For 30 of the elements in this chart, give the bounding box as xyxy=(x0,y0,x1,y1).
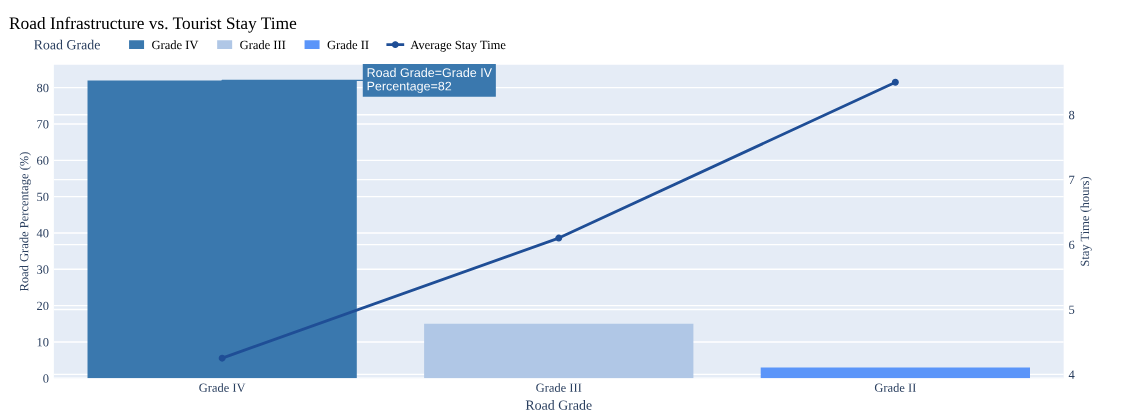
x-tick-label: Grade II xyxy=(874,383,916,392)
legend-label: Grade II xyxy=(327,40,369,50)
y-tick-label: 20 xyxy=(37,301,49,311)
point xyxy=(891,78,899,86)
y-tick-label: 0 xyxy=(43,374,49,383)
chart-title: Road Infrastructure vs. Tourist Stay Time xyxy=(9,16,297,33)
y2-tick-label: 7 xyxy=(1069,175,1075,185)
annotation: Road Grade=Grade IV Percentage=82 xyxy=(367,67,492,93)
y2-tick-label: 8 xyxy=(1068,110,1075,120)
y-tick-label: 70 xyxy=(37,120,49,129)
legend-title: Road Grade xyxy=(525,400,592,410)
y-tick-label: 50 xyxy=(37,192,49,202)
x-tick-label: Grade III xyxy=(536,383,582,392)
y2-tick-label: 5 xyxy=(1069,305,1075,314)
y-tick-label: 40 xyxy=(36,229,49,238)
legend-label: Average Stay Time xyxy=(410,40,506,52)
point xyxy=(218,354,226,362)
y-tick-label: 80 xyxy=(36,83,49,93)
y-axis-title: Road Grade Percentage (%) xyxy=(19,152,31,292)
y-tick-label: 30 xyxy=(37,265,49,274)
x-tick-label: Grade IV xyxy=(199,383,246,393)
y2-tick-label: 6 xyxy=(1069,240,1075,250)
y2-tick-label: 4 xyxy=(1068,370,1075,379)
x-axis-title: Road Grade xyxy=(34,39,100,50)
y-tick-label: 10 xyxy=(37,337,49,347)
legend-label: Grade IV xyxy=(152,40,199,50)
y-tick-label: 60 xyxy=(37,156,49,165)
legend-label: Grade III xyxy=(240,40,286,50)
point xyxy=(555,234,563,242)
y2-axis-title: Stay Time (hours) xyxy=(1080,176,1092,266)
